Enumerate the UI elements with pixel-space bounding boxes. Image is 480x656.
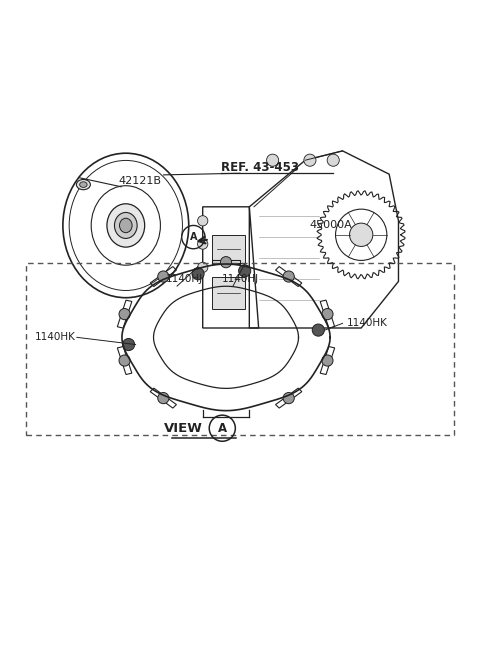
Circle shape: [283, 392, 294, 403]
Circle shape: [312, 324, 324, 336]
Text: A: A: [218, 422, 227, 435]
Text: 1140HK: 1140HK: [347, 318, 388, 329]
Ellipse shape: [76, 180, 90, 190]
Circle shape: [349, 223, 373, 247]
Circle shape: [322, 355, 333, 366]
Ellipse shape: [107, 204, 144, 247]
Circle shape: [119, 355, 130, 366]
Ellipse shape: [114, 213, 137, 239]
Circle shape: [192, 268, 204, 280]
Bar: [212, 277, 245, 310]
Circle shape: [322, 308, 333, 319]
Circle shape: [198, 262, 208, 272]
Bar: [25, 263, 455, 435]
Ellipse shape: [120, 218, 132, 233]
Text: 1140HJ: 1140HJ: [166, 274, 203, 283]
Circle shape: [198, 239, 208, 249]
Text: 45000A: 45000A: [310, 220, 353, 230]
Circle shape: [327, 154, 339, 166]
Circle shape: [239, 265, 251, 277]
Circle shape: [158, 271, 169, 282]
Circle shape: [122, 338, 135, 350]
Text: VIEW: VIEW: [164, 422, 203, 435]
Circle shape: [119, 308, 130, 319]
Text: 42121B: 42121B: [119, 176, 162, 186]
Circle shape: [158, 392, 169, 403]
Circle shape: [220, 256, 232, 268]
Text: 1140HK: 1140HK: [35, 333, 76, 342]
Text: 1140HJ: 1140HJ: [221, 274, 259, 283]
Ellipse shape: [80, 182, 87, 188]
Circle shape: [283, 271, 294, 282]
Text: A: A: [190, 232, 197, 242]
Bar: [212, 235, 245, 263]
Text: REF. 43-453: REF. 43-453: [221, 161, 300, 174]
Circle shape: [304, 154, 316, 166]
Circle shape: [198, 216, 208, 226]
Circle shape: [266, 154, 279, 166]
